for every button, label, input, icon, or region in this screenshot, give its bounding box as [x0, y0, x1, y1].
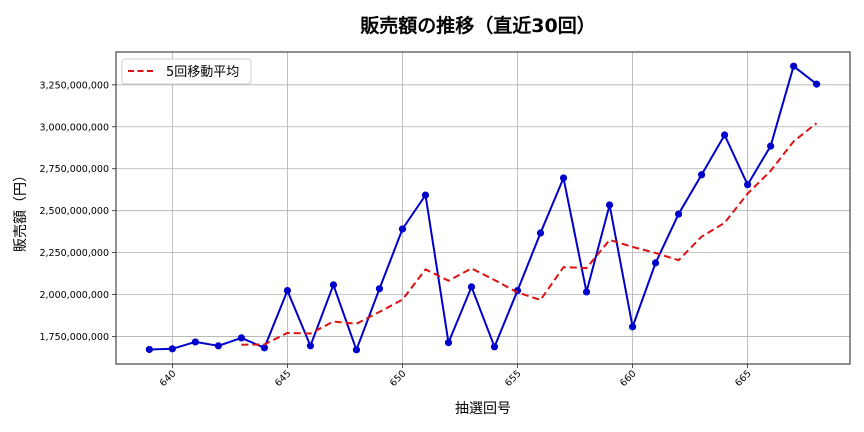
y-tick-label: 2,250,000,000	[39, 248, 109, 259]
y-tick-label: 3,250,000,000	[39, 80, 109, 91]
y-tick-label: 2,000,000,000	[39, 290, 109, 301]
data-point-marker	[490, 343, 499, 351]
plot-series	[145, 62, 821, 354]
x-tick-label: 665	[733, 368, 754, 389]
data-point-marker	[628, 323, 637, 331]
legend: 5回移動平均	[121, 58, 252, 85]
data-point-marker	[237, 334, 246, 342]
plot-frame	[115, 51, 851, 365]
data-point-marker	[582, 288, 591, 296]
data-point-marker	[744, 181, 752, 189]
data-point-marker	[421, 191, 430, 199]
data-point-marker	[674, 210, 683, 218]
y-axis: 1,750,000,000 2,000,000,000 2,250,000,000 2…	[39, 80, 116, 343]
x-tick-label: 645	[273, 368, 294, 389]
sales-line	[149, 64, 818, 353]
y-tick-label: 1,750,000,000	[39, 332, 109, 343]
data-point-marker	[651, 259, 660, 267]
data-point-marker	[260, 344, 269, 352]
data-point-marker	[697, 171, 706, 179]
legend-box	[121, 58, 252, 85]
x-tick-label: 640	[158, 368, 179, 389]
data-point-marker	[444, 339, 453, 347]
data-point-marker	[191, 338, 199, 346]
x-axis: 640 645 650 655 660 665	[158, 364, 754, 389]
data-point-marker	[790, 62, 798, 70]
y-tick-label: 2,750,000,000	[39, 164, 109, 175]
data-point-marker	[605, 201, 614, 209]
moving-average-line	[241, 122, 818, 346]
x-tick-label: 660	[618, 368, 639, 389]
y-axis-label: 販売額（円）	[13, 168, 29, 252]
grid-lines	[116, 52, 850, 364]
data-point-marker	[398, 225, 407, 233]
data-point-marker	[329, 281, 338, 289]
x-axis-label: 抽選回号	[455, 401, 511, 417]
data-point-marker	[352, 346, 361, 354]
data-point-marker	[720, 131, 729, 139]
y-tick-label: 2,500,000,000	[39, 206, 109, 217]
data-point-marker	[168, 345, 176, 353]
data-point-marker	[306, 342, 315, 350]
data-point-marker	[767, 142, 775, 150]
y-tick-label: 3,000,000,000	[39, 122, 109, 133]
x-tick-label: 655	[503, 368, 524, 389]
data-point-marker	[145, 345, 153, 354]
chart-title: 販売額の推移（直近30回）	[360, 14, 595, 37]
data-point-marker	[283, 286, 292, 295]
data-point-marker	[375, 285, 384, 293]
data-point-marker	[214, 342, 222, 350]
data-point-marker	[559, 174, 568, 182]
legend-label: 5回移動平均	[166, 65, 239, 80]
data-point-marker	[467, 283, 476, 291]
data-point-marker	[536, 229, 545, 237]
data-point-marker	[813, 80, 821, 88]
x-tick-label: 650	[388, 368, 409, 389]
